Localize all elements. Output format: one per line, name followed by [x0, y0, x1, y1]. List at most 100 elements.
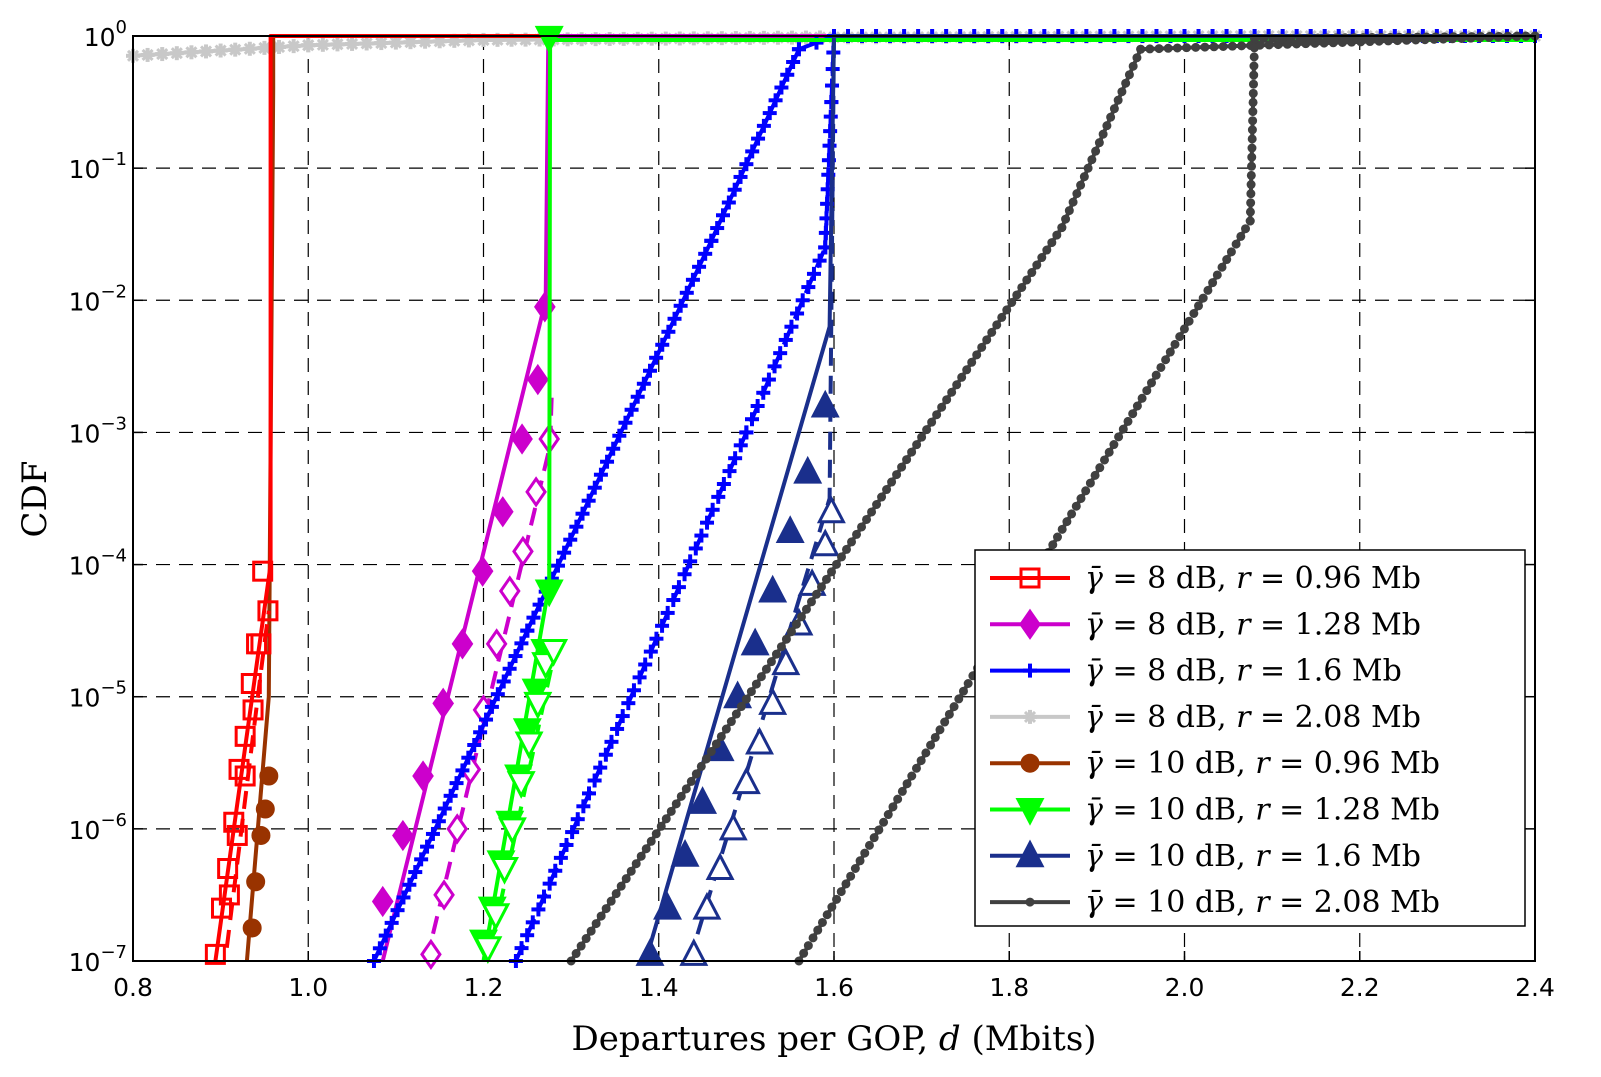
data-point-marker — [635, 938, 665, 966]
data-point-marker — [242, 918, 262, 938]
data-point-marker — [234, 765, 256, 787]
data-point-marker — [636, 851, 646, 861]
data-point-marker — [581, 493, 596, 508]
data-point-marker — [746, 687, 756, 697]
data-point-marker — [758, 574, 788, 603]
data-point-marker — [930, 732, 940, 742]
data-point-marker — [512, 718, 542, 746]
legend-label: γ̄ = 10 dB, r = 2.08 Mb — [1085, 885, 1440, 920]
data-point-marker — [1163, 43, 1173, 53]
data-point-marker — [836, 887, 846, 897]
data-point-marker — [1248, 88, 1258, 98]
data-point-marker — [506, 771, 536, 799]
data-point-marker — [847, 537, 857, 547]
legend-label: γ̄ = 8 dB, r = 1.6 Mb — [1085, 654, 1402, 689]
data-point-marker — [776, 642, 786, 652]
data-point-marker — [199, 44, 214, 59]
series-8 — [566, 31, 1540, 966]
data-point-marker — [432, 687, 455, 719]
data-point-marker — [1247, 152, 1257, 162]
data-point-marker — [1170, 339, 1180, 349]
data-point-marker — [272, 40, 287, 55]
y-tick-label: 10−6 — [69, 810, 127, 845]
data-point-marker — [1104, 447, 1114, 457]
data-point-marker — [801, 604, 811, 614]
data-point-marker — [520, 623, 535, 638]
data-point-marker — [557, 545, 572, 560]
data-point-marker — [893, 794, 903, 804]
data-point-marker — [1198, 293, 1208, 303]
data-point-marker — [806, 597, 816, 607]
legend-label: γ̄ = 8 dB, r = 1.28 Mb — [1085, 607, 1421, 642]
data-point-marker — [612, 428, 627, 443]
data-point-marker — [581, 786, 596, 801]
data-point-marker — [947, 387, 957, 397]
data-point-marker — [1358, 33, 1368, 43]
data-point-marker — [250, 633, 272, 655]
data-point-marker — [860, 848, 870, 858]
data-point-marker — [537, 889, 552, 904]
data-point-marker — [531, 902, 546, 917]
data-point-marker — [473, 725, 488, 740]
data-point-marker — [963, 679, 973, 688]
data-point-marker — [649, 631, 664, 646]
data-point-marker — [234, 725, 256, 747]
data-point-marker — [301, 38, 316, 53]
data-point-marker — [525, 476, 547, 508]
data-point-marker — [631, 859, 641, 869]
data-point-marker — [666, 593, 681, 608]
legend-entry: γ̄ = 10 dB, r = 0.96 Mb — [990, 746, 1440, 781]
data-point-marker — [217, 858, 239, 879]
data-point-marker — [696, 761, 706, 771]
data-point-marker — [240, 673, 262, 694]
data-point-marker — [721, 195, 736, 210]
data-point-marker — [1114, 432, 1124, 442]
data-point-marker — [606, 441, 621, 456]
data-point-marker — [808, 933, 818, 943]
data-point-marker — [615, 709, 630, 724]
data-point-marker — [1165, 347, 1175, 357]
data-point-marker — [766, 657, 776, 667]
legend-swatch-marker — [1023, 663, 1037, 678]
data-point-marker — [711, 739, 721, 749]
data-point-marker — [855, 856, 865, 866]
data-point-marker — [204, 943, 226, 965]
x-tick-label: 1.6 — [814, 973, 854, 1002]
data-point-marker — [916, 756, 926, 766]
data-point-marker — [846, 871, 856, 881]
data-point-marker — [1002, 305, 1012, 315]
x-tick-label: 1.0 — [288, 973, 328, 1002]
legend-label: γ̄ = 8 dB, r = 2.08 Mb — [1085, 700, 1421, 735]
data-point-marker — [140, 47, 155, 62]
data-point-marker — [1236, 231, 1246, 241]
data-point-marker — [655, 337, 670, 352]
data-point-marker — [1128, 409, 1138, 419]
data-point-marker — [425, 826, 440, 841]
data-point-marker — [1249, 61, 1259, 71]
data-point-marker — [982, 335, 992, 345]
data-point-marker — [481, 903, 511, 931]
data-point-marker — [511, 423, 533, 455]
data-point-marker — [850, 864, 860, 873]
data-point-marker — [1248, 97, 1258, 107]
data-point-marker — [700, 515, 715, 530]
data-point-marker — [704, 233, 719, 248]
data-point-marker — [745, 726, 774, 755]
data-point-marker — [767, 359, 782, 374]
data-point-marker — [576, 941, 586, 951]
data-point-marker — [255, 799, 275, 819]
data-point-marker — [242, 699, 264, 721]
data-point-marker — [1123, 416, 1133, 426]
series-6 — [469, 25, 1535, 965]
data-point-marker — [1098, 129, 1108, 139]
data-point-marker — [412, 760, 434, 792]
data-point-marker — [1367, 33, 1377, 43]
data-point-marker — [1394, 32, 1404, 42]
data-point-marker — [1128, 61, 1138, 71]
data-point-marker — [1079, 172, 1089, 182]
legend-label: γ̄ = 10 dB, r = 0.96 Mb — [1085, 746, 1440, 781]
data-point-marker — [521, 678, 551, 707]
data-point-marker — [571, 949, 581, 959]
x-tick-label: 2.2 — [1340, 973, 1380, 1002]
x-tick-label: 1.8 — [989, 973, 1029, 1002]
